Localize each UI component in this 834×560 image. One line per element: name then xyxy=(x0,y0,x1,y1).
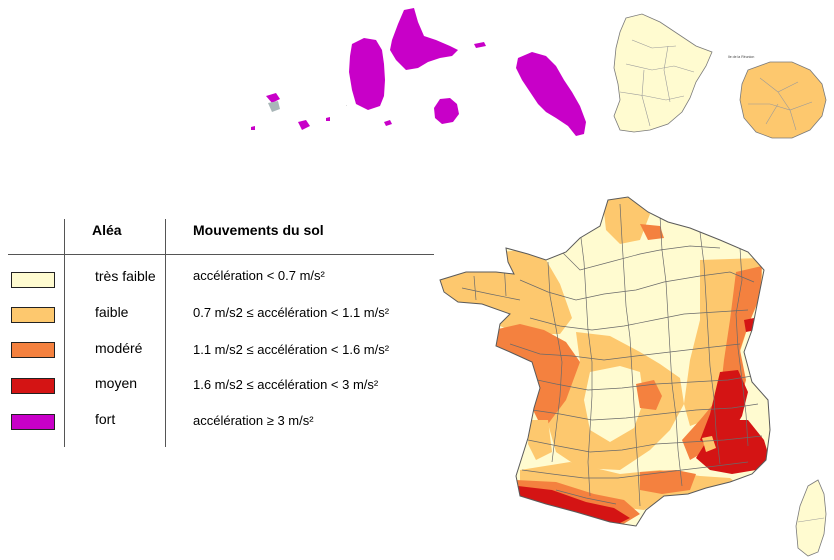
legend-col-divider-right xyxy=(165,219,166,447)
zone-provence-moyen xyxy=(696,420,770,474)
legend-swatch-modere xyxy=(11,342,55,358)
legend-header-alea: Aléa xyxy=(92,222,122,238)
reunion-internal-borders xyxy=(748,77,813,131)
legend-mouvement-faible: 0.7 m/s2 ≤ accélération < 1.1 m/s² xyxy=(193,305,390,320)
corsica-border xyxy=(797,517,825,523)
legend-swatch-faible xyxy=(11,307,55,323)
gp-town-label: · xyxy=(346,104,347,108)
grey-islet xyxy=(268,101,280,112)
department-borders xyxy=(461,203,763,507)
zone-dauphine-faible-spot xyxy=(702,436,716,452)
la-desirade xyxy=(474,42,486,48)
marie-galante xyxy=(434,98,459,124)
corsica-island xyxy=(795,479,827,557)
zone-alps-moyen xyxy=(700,370,748,450)
guadeloupe-grande-terre xyxy=(390,8,458,70)
zone-lille-modere xyxy=(640,224,664,240)
legend-alea-tres-faible: très faible xyxy=(95,268,156,284)
legend-alea-moyen: moyen xyxy=(95,375,138,391)
legend-alea-fort: fort xyxy=(95,411,116,427)
reunion-map: Ile de la Réunion xyxy=(728,55,827,139)
martinique-island xyxy=(516,52,586,136)
zone-languedoc-modere xyxy=(640,470,696,494)
legend-header-mouvements: Mouvements du sol xyxy=(193,222,324,238)
saint-barthelemy xyxy=(298,120,310,130)
legend-mouvement-moyen: 1.6 m/s2 ≤ accélération < 3 m/s² xyxy=(193,377,379,392)
zone-massif-central-tres-faible xyxy=(584,366,644,442)
guadeloupe-basse-terre xyxy=(349,38,385,110)
france-metropole-map xyxy=(439,196,827,557)
zone-west-modere xyxy=(494,324,580,426)
les-saintes xyxy=(384,120,392,126)
guyane-internal-borders xyxy=(619,39,695,127)
guyane-map xyxy=(613,13,713,133)
guadeloupe-map: · xyxy=(251,8,486,130)
legend-col-divider-left xyxy=(64,219,65,447)
legend-mouvement-tres-faible: accélération < 0.7 m/s² xyxy=(193,268,325,283)
guyane-territory xyxy=(613,13,713,133)
zone-east-modere xyxy=(682,266,762,460)
legend-alea-faible: faible xyxy=(95,304,129,320)
legend-swatch-fort xyxy=(11,414,55,430)
legend-mouvement-fort: accélération ≥ 3 m/s² xyxy=(193,413,314,428)
tiny-islet-1 xyxy=(251,126,255,130)
zone-pyrenees-moyen xyxy=(518,486,630,524)
legend-swatch-moyen xyxy=(11,378,55,394)
hazard-zones xyxy=(440,197,770,526)
legend-swatch-tres-faible xyxy=(11,272,55,288)
zone-north-faible xyxy=(600,197,650,244)
legend-mouvement-modere: 1.1 m/s2 ≤ accélération < 1.6 m/s² xyxy=(193,342,390,357)
legend-alea-modere: modéré xyxy=(95,340,143,356)
martinique-map xyxy=(516,52,586,136)
legend-header-divider xyxy=(8,254,434,255)
tiny-islet-2 xyxy=(326,117,330,121)
legend-table: Aléa Mouvements du sol très faible accél… xyxy=(0,0,440,460)
zone-limagne-modere xyxy=(636,380,662,410)
reunion-label: Ile de la Réunion xyxy=(728,55,754,59)
saint-martin xyxy=(266,93,280,103)
zone-south-west-faible xyxy=(528,420,552,460)
